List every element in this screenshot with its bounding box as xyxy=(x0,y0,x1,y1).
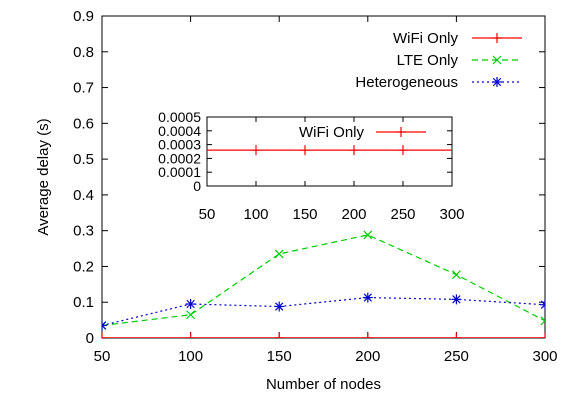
data-point xyxy=(540,299,545,310)
inset-x-tick-label: 300 xyxy=(439,206,464,223)
inset-x-tick-label: 50 xyxy=(199,206,216,223)
y-tick-label: 0.9 xyxy=(73,8,94,25)
data-point xyxy=(451,294,462,305)
data-point xyxy=(102,320,107,331)
inset-y-tick-label: 0.0003 xyxy=(158,137,201,153)
inset-legend-item: WiFi Only xyxy=(299,124,426,141)
data-point xyxy=(540,332,545,338)
inset-x-tick-label: 250 xyxy=(390,206,415,223)
y-tick-label: 0.5 xyxy=(73,151,94,168)
y-tick-label: 0.2 xyxy=(73,258,94,275)
x-axis-label: Number of nodes xyxy=(266,376,381,393)
series-line xyxy=(102,296,545,327)
data-point xyxy=(274,249,284,259)
inset-x-tick-label: 100 xyxy=(243,206,268,223)
x-tick-label: 300 xyxy=(532,348,557,365)
legend-marker xyxy=(492,55,502,65)
legend-label: WiFi Only xyxy=(393,30,458,47)
x-tick-label: 100 xyxy=(178,348,203,365)
data-point xyxy=(540,316,545,326)
inset-y-tick-label: 0.0004 xyxy=(158,123,201,139)
x-tick-label: 50 xyxy=(94,348,111,365)
y-tick-label: 0.8 xyxy=(73,44,94,61)
legend-marker xyxy=(492,33,502,43)
inset-data-point xyxy=(349,145,359,156)
series-lte-only xyxy=(102,230,545,330)
x-tick-label: 200 xyxy=(355,348,380,365)
data-point xyxy=(185,332,196,338)
inset-x-tick-label: 150 xyxy=(292,206,317,223)
y-tick-label: 0 xyxy=(86,330,94,347)
data-point xyxy=(186,310,196,320)
y-tick-label: 0.7 xyxy=(73,80,94,97)
data-point xyxy=(185,299,196,310)
series-wifi-only xyxy=(102,332,545,338)
legend-item: LTE Only xyxy=(397,52,522,69)
inset-legend-label: WiFi Only xyxy=(299,124,364,141)
data-point xyxy=(451,332,462,338)
main-plot: 0 0.1 0.2 0.3 0.4 0.5 0.6 0.7 0.8 0.9 50 100 150 200 2… xyxy=(35,8,558,393)
x-tick-label: 150 xyxy=(267,348,292,365)
series-heterogeneous xyxy=(102,292,545,331)
data-point xyxy=(362,332,373,338)
inset-y-tick-label: 0.0005 xyxy=(158,109,201,125)
legend-item: Heterogeneous xyxy=(355,74,522,91)
inset-legend-marker xyxy=(396,127,406,137)
y-tick-label: 0.1 xyxy=(73,294,94,311)
inset-data-point xyxy=(300,145,310,156)
inset-data-point xyxy=(251,145,261,156)
inset-y-tick-label: 0.0001 xyxy=(158,164,201,180)
y-axis-label: Average delay (s) xyxy=(35,118,52,235)
data-point xyxy=(362,292,373,303)
inset-data-point xyxy=(398,145,408,156)
legend-marker xyxy=(492,77,502,87)
legend-label: LTE Only xyxy=(397,52,459,69)
y-tick-label: 0.3 xyxy=(73,223,94,240)
data-point xyxy=(451,270,461,280)
y-tick-label: 0.4 xyxy=(73,187,94,204)
legend-item: WiFi Only xyxy=(393,30,522,47)
x-tick-label: 250 xyxy=(444,348,469,365)
data-point xyxy=(274,332,285,338)
inset-y-tick-label: 0 xyxy=(193,178,201,194)
y-tick-label: 0.6 xyxy=(73,115,94,132)
data-point xyxy=(274,301,285,312)
inset-y-tick-label: 0.0002 xyxy=(158,150,201,166)
legend: WiFi Only LTE Only Heterogeneous xyxy=(355,30,522,91)
inset-frame xyxy=(206,116,453,187)
series-line xyxy=(102,234,545,327)
legend-label: Heterogeneous xyxy=(355,74,458,91)
data-point xyxy=(363,230,373,240)
inset-series-wifi-only xyxy=(207,145,452,156)
inset-x-tick-label: 200 xyxy=(341,206,366,223)
data-point xyxy=(102,332,107,338)
